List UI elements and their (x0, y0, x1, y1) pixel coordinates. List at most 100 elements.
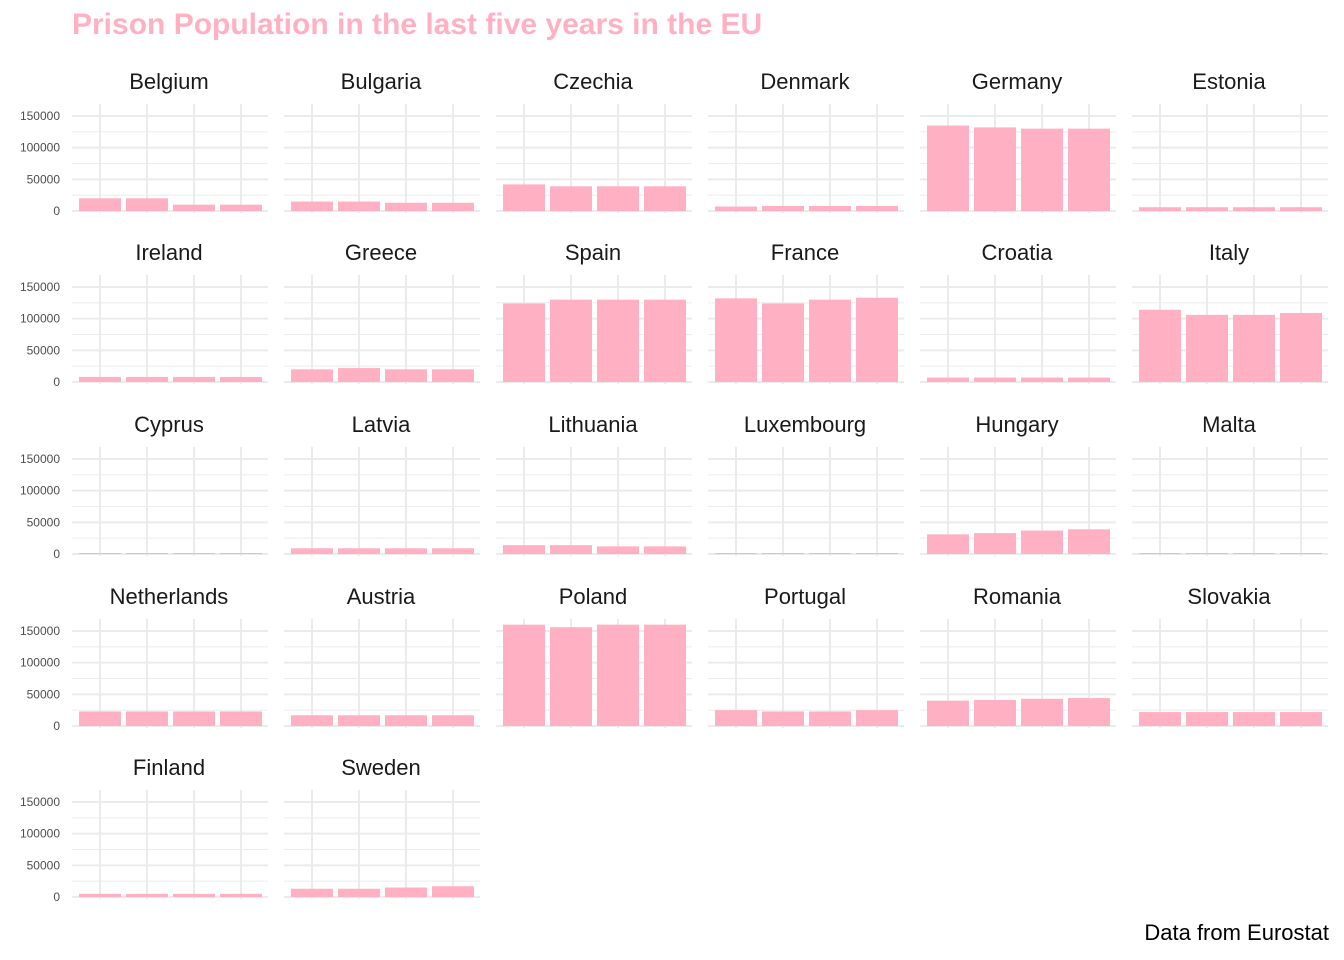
bar-czechia-1 (503, 184, 545, 211)
panel-bulgaria: Bulgaria (284, 69, 480, 213)
bar-lithuania-1 (503, 545, 545, 554)
bar-greece-2 (338, 368, 380, 382)
panel-title: Sweden (341, 755, 421, 780)
bar-ireland-4 (220, 376, 262, 382)
bar-hungary-2 (974, 533, 1016, 554)
panel-estonia: Estonia (1132, 69, 1328, 213)
y-tick-label: 50000 (27, 172, 61, 186)
bar-germany-3 (1021, 128, 1063, 211)
bar-poland-3 (597, 624, 639, 726)
panel-hungary: Hungary (920, 412, 1116, 556)
y-tick-label: 100000 (20, 312, 60, 326)
panel-title: Poland (559, 584, 628, 609)
bar-sweden-2 (338, 888, 380, 897)
bar-hungary-4 (1068, 529, 1110, 554)
panel-spain: Spain (496, 240, 692, 384)
bar-belgium-3 (173, 204, 215, 211)
y-tick-label: 150000 (20, 452, 60, 466)
panel-denmark: Denmark (708, 69, 904, 213)
bar-portugal-3 (809, 711, 851, 726)
bar-finland-2 (126, 893, 168, 897)
panel-netherlands: Netherlands 0 50000 100000 150000 (20, 584, 268, 733)
panel-belgium: Belgium 0 50000 100000 150000 (20, 69, 268, 218)
y-tick-label: 0 (53, 890, 60, 904)
bar-luxembourg-2 (762, 553, 804, 554)
panel-title: Italy (1209, 240, 1249, 265)
panel-luxembourg: Luxembourg (708, 412, 904, 556)
panel-title: Croatia (982, 240, 1054, 265)
panel-title: Greece (345, 240, 417, 265)
y-tick-label: 50000 (27, 515, 61, 529)
bar-denmark-2 (762, 205, 804, 211)
y-tick-label: 100000 (20, 656, 60, 670)
bar-spain-1 (503, 303, 545, 382)
bar-finland-1 (79, 893, 121, 897)
panel-title: France (771, 240, 839, 265)
y-tick-label: 150000 (20, 280, 60, 294)
bar-romania-2 (974, 700, 1016, 726)
panel-title: Denmark (760, 69, 850, 94)
panel-lithuania: Lithuania (496, 412, 692, 556)
bar-germany-4 (1068, 128, 1110, 211)
bar-portugal-2 (762, 711, 804, 726)
panel-title: Estonia (1192, 69, 1266, 94)
bar-romania-1 (927, 700, 969, 726)
y-tick-label: 150000 (20, 109, 60, 123)
bar-croatia-3 (1021, 377, 1063, 382)
bar-finland-4 (220, 893, 262, 897)
bar-latvia-2 (338, 548, 380, 554)
panel-cyprus: Cyprus 0 50000 100000 150000 (20, 412, 268, 561)
bar-poland-4 (644, 624, 686, 726)
bar-lithuania-4 (644, 546, 686, 554)
panel-title: Austria (347, 584, 416, 609)
bar-bulgaria-3 (385, 202, 427, 211)
panel-title: Ireland (135, 240, 202, 265)
bar-italy-3 (1233, 314, 1275, 382)
y-tick-label: 100000 (20, 484, 60, 498)
panel-latvia: Latvia (284, 412, 480, 556)
bar-malta-4 (1280, 553, 1322, 554)
bar-netherlands-1 (79, 711, 121, 726)
bar-poland-1 (503, 624, 545, 726)
bar-estonia-1 (1139, 207, 1181, 211)
bar-hungary-3 (1021, 530, 1063, 554)
bar-slovakia-4 (1280, 712, 1322, 726)
y-tick-label: 0 (53, 204, 60, 218)
bar-austria-3 (385, 715, 427, 726)
y-tick-label: 100000 (20, 141, 60, 155)
bar-france-1 (715, 298, 757, 382)
panel-title: Latvia (352, 412, 411, 437)
bar-spain-4 (644, 299, 686, 382)
panel-czechia: Czechia (496, 69, 692, 213)
bar-sweden-3 (385, 887, 427, 897)
bar-latvia-3 (385, 548, 427, 554)
panel-finland: Finland 0 50000 100000 150000 (20, 755, 268, 904)
bar-lithuania-3 (597, 546, 639, 554)
y-tick-label: 0 (53, 375, 60, 389)
bar-malta-1 (1139, 553, 1181, 554)
bar-hungary-1 (927, 534, 969, 554)
bar-romania-4 (1068, 698, 1110, 726)
bar-france-4 (856, 297, 898, 382)
panel-malta: Malta (1132, 412, 1328, 556)
bar-netherlands-4 (220, 711, 262, 726)
panel-title: Cyprus (134, 412, 204, 437)
bar-estonia-4 (1280, 207, 1322, 211)
bar-italy-4 (1280, 312, 1322, 382)
y-tick-label: 150000 (20, 624, 60, 638)
bar-italy-1 (1139, 309, 1181, 382)
bar-latvia-4 (432, 548, 474, 554)
bar-cyprus-2 (126, 553, 168, 554)
bar-cyprus-3 (173, 553, 215, 554)
y-tick-label: 150000 (20, 795, 60, 809)
bar-slovakia-2 (1186, 712, 1228, 726)
panel-croatia: Croatia (920, 240, 1116, 384)
bar-slovakia-1 (1139, 712, 1181, 726)
bar-greece-4 (432, 369, 474, 382)
y-tick-label: 100000 (20, 827, 60, 841)
panel-title: Lithuania (548, 412, 638, 437)
bar-austria-4 (432, 715, 474, 726)
bar-germany-1 (927, 125, 969, 211)
bar-lithuania-2 (550, 545, 592, 554)
